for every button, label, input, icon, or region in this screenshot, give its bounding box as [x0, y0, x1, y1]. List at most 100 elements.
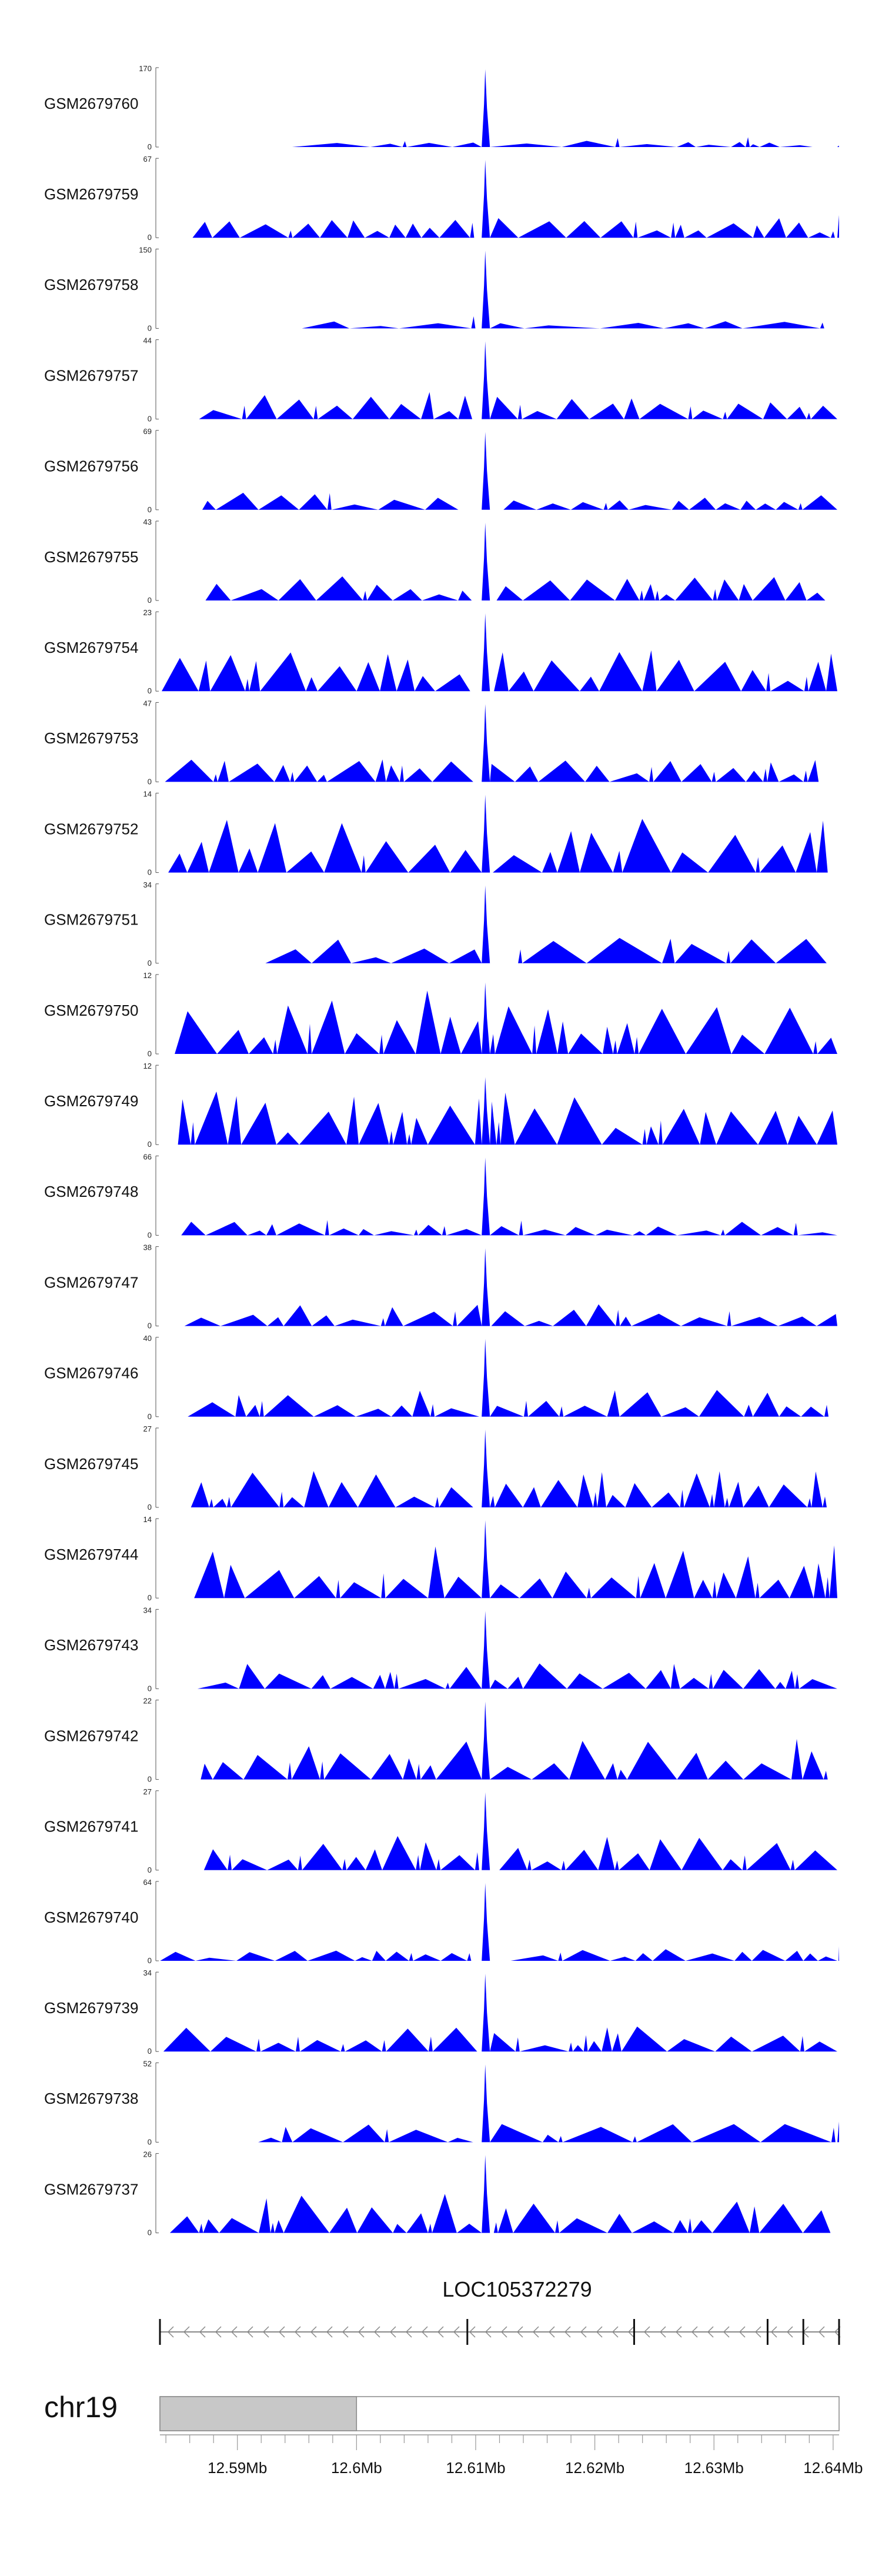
strand-arrow [199, 2326, 206, 2338]
coverage-area [165, 704, 841, 782]
strand-arrow [342, 2326, 349, 2338]
coverage-track: GSM2679737 26 0 [44, 2150, 846, 2237]
strand-arrow [183, 2326, 190, 2338]
y-min-label: 0 [148, 1140, 152, 1149]
coverage-area [191, 1429, 845, 1507]
strand-arrow [405, 2326, 412, 2338]
strand-arrow [310, 2326, 317, 2338]
coverage-track: GSM2679755 43 0 [44, 518, 843, 605]
coverage-area [205, 522, 843, 600]
strand-arrow [770, 2326, 777, 2338]
coverage-track: GSM2679752 14 0 [44, 790, 853, 877]
strand-arrow [500, 2326, 507, 2338]
y-min-label: 0 [148, 686, 152, 695]
track-label: GSM2679742 [44, 1727, 138, 1744]
strand-arrow [596, 2326, 603, 2338]
strand-arrow [326, 2326, 333, 2338]
coverage-area [192, 159, 839, 238]
y-min-label: 0 [148, 1412, 152, 1421]
y-max-label: 14 [143, 790, 152, 799]
y-min-label: 0 [148, 959, 152, 967]
y-min-label: 0 [148, 1684, 152, 1693]
y-max-label: 66 [143, 1152, 152, 1161]
track-label: GSM2679756 [44, 458, 138, 475]
coverage-area [163, 1973, 839, 2052]
coverage-track: GSM2679750 12 0 [44, 971, 840, 1058]
coverage-area [184, 1248, 840, 1326]
track-label: GSM2679743 [44, 1636, 138, 1654]
track-label: GSM2679740 [44, 1908, 138, 1926]
strand-arrow [215, 2326, 222, 2338]
y-max-label: 67 [143, 155, 152, 163]
y-max-label: 69 [143, 427, 152, 436]
coverage-track: GSM2679759 67 0 [44, 155, 839, 242]
strand-arrow [437, 2326, 444, 2338]
strand-arrow [469, 2326, 476, 2338]
coverage-track: GSM2679739 34 0 [44, 1968, 839, 2056]
y-max-label: 43 [143, 518, 152, 526]
track-label: GSM2679753 [44, 729, 138, 747]
coverage-tracks: GSM2679760 170 0 GSM2679759 67 0 GSM2679758 150… [44, 64, 861, 2237]
y-max-label: 34 [143, 1968, 152, 1977]
strand-arrow [675, 2326, 682, 2338]
track-label: GSM2679755 [44, 548, 138, 566]
x-tick-label: 12.59Mb [208, 2459, 267, 2477]
track-label: GSM2679738 [44, 2090, 138, 2107]
track-label: GSM2679750 [44, 1002, 138, 1019]
track-label: GSM2679745 [44, 1455, 138, 1473]
y-min-label: 0 [148, 2228, 152, 2237]
chromosome-band [159, 2396, 358, 2431]
strand-arrow [548, 2326, 555, 2338]
track-label: GSM2679748 [44, 1183, 138, 1200]
x-tick-label: 12.63Mb [684, 2459, 744, 2477]
track-label: GSM2679759 [44, 185, 138, 203]
coverage-track: GSM2679741 27 0 [44, 1787, 839, 1874]
coverage-area [199, 341, 839, 419]
coverage-track: GSM2679747 38 0 [44, 1243, 840, 1330]
track-label: GSM2679744 [44, 1546, 138, 1563]
coverage-track: GSM2679758 150 0 [44, 245, 854, 332]
y-max-label: 27 [143, 1787, 152, 1796]
y-max-label: 64 [143, 1878, 152, 1887]
y-min-label: 0 [148, 1593, 152, 1602]
coverage-area [197, 1611, 839, 1689]
y-max-label: 34 [143, 1606, 152, 1614]
y-min-label: 0 [148, 1322, 152, 1330]
x-tick-label: 12.61Mb [446, 2459, 505, 2477]
coverage-area [160, 1883, 839, 1961]
coverage-track: GSM2679751 34 0 [44, 880, 861, 967]
strand-arrow [754, 2326, 761, 2338]
track-label: GSM2679747 [44, 1273, 138, 1291]
chromosome-label: chr19 [44, 2391, 118, 2424]
y-max-label: 12 [143, 1062, 152, 1070]
y-min-label: 0 [148, 1049, 152, 1058]
coverage-area [202, 432, 839, 510]
coverage-area [302, 251, 854, 329]
x-tick-label: 12.6Mb [331, 2459, 382, 2477]
strand-arrow [739, 2326, 746, 2338]
strand-arrow [707, 2326, 714, 2338]
strand-arrow [786, 2326, 793, 2338]
y-min-label: 0 [148, 323, 152, 332]
strand-arrow [485, 2326, 492, 2338]
y-min-label: 0 [148, 1866, 152, 1874]
coverage-area [258, 2064, 840, 2143]
coverage-track: GSM2679740 64 0 [44, 1878, 839, 1965]
strand-arrow [294, 2326, 301, 2338]
y-max-label: 52 [143, 2059, 152, 2068]
y-max-label: 12 [143, 971, 152, 980]
coverage-area [203, 1792, 839, 1870]
y-min-label: 0 [148, 1503, 152, 1511]
y-min-label: 0 [148, 505, 152, 514]
coverage-track: GSM2679757 44 0 [44, 336, 839, 423]
track-label: GSM2679758 [44, 276, 138, 293]
coverage-area [178, 1077, 840, 1145]
gene-track: LOC105372279 [159, 2277, 841, 2345]
y-max-label: 23 [143, 608, 152, 617]
track-label: GSM2679754 [44, 639, 138, 656]
coverage-track: GSM2679753 47 0 [44, 699, 841, 786]
strand-arrow [373, 2326, 380, 2338]
y-max-label: 40 [143, 1334, 152, 1343]
coverage-area [188, 1339, 851, 1417]
